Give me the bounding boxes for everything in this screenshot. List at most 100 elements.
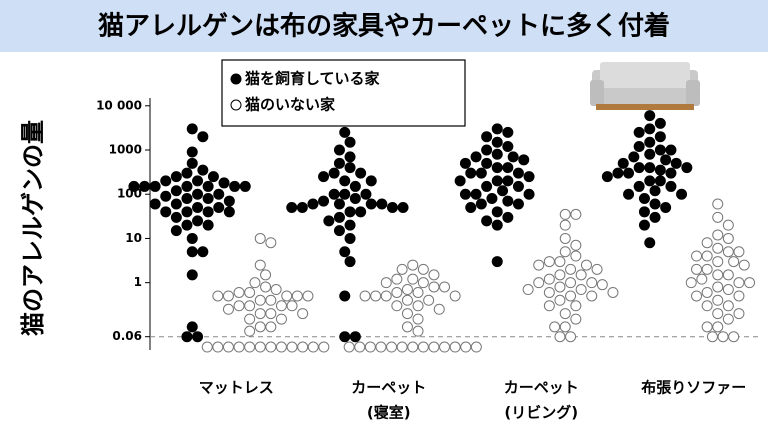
data-point xyxy=(355,167,367,179)
data-point xyxy=(475,198,487,210)
data-point xyxy=(681,162,693,174)
data-point xyxy=(512,198,524,210)
data-point xyxy=(354,341,366,353)
data-point xyxy=(586,290,598,302)
data-point xyxy=(391,273,403,285)
data-point xyxy=(192,175,204,187)
data-point xyxy=(139,180,151,192)
data-point xyxy=(249,277,261,289)
data-point xyxy=(654,131,666,143)
data-point xyxy=(712,269,724,281)
legend-marker xyxy=(230,99,242,111)
data-point xyxy=(355,206,367,218)
data-point xyxy=(733,277,745,289)
data-point xyxy=(565,290,577,302)
data-point xyxy=(197,164,209,176)
data-point xyxy=(344,136,356,148)
data-point xyxy=(649,211,661,223)
data-point xyxy=(365,198,377,210)
data-point xyxy=(607,286,619,298)
data-point xyxy=(244,286,256,298)
title-banner xyxy=(0,0,768,52)
data-point xyxy=(170,211,182,223)
data-point xyxy=(197,131,209,143)
data-point xyxy=(275,300,287,312)
data-point xyxy=(570,250,582,262)
data-point xyxy=(691,263,703,275)
data-point xyxy=(360,188,372,200)
data-point xyxy=(712,242,724,254)
y-tick-label: 0.06 xyxy=(112,329,142,343)
data-point xyxy=(518,154,530,166)
data-point xyxy=(512,167,524,179)
data-point xyxy=(491,123,503,135)
data-point xyxy=(233,341,245,353)
data-point xyxy=(260,269,272,281)
data-point xyxy=(470,151,482,163)
data-point xyxy=(502,175,514,187)
chart-title: 猫アレルゲンは布の家具やカーペットに多く付着 xyxy=(98,11,670,42)
data-point xyxy=(197,246,209,258)
data-point xyxy=(359,290,371,302)
data-point xyxy=(706,331,718,343)
data-point xyxy=(412,300,424,312)
data-point xyxy=(486,193,498,205)
data-point xyxy=(260,281,272,293)
data-point xyxy=(376,198,388,210)
data-point xyxy=(559,208,571,220)
data-point xyxy=(644,136,656,148)
data-point xyxy=(233,300,245,312)
data-point xyxy=(417,277,429,289)
data-point xyxy=(543,300,555,312)
data-point xyxy=(254,308,266,320)
data-point xyxy=(497,185,509,197)
data-point xyxy=(522,284,534,296)
data-point xyxy=(644,148,656,160)
data-point xyxy=(502,162,514,174)
data-point xyxy=(502,126,514,138)
data-point xyxy=(218,177,230,189)
data-point xyxy=(685,277,697,289)
data-point xyxy=(439,281,451,293)
data-point xyxy=(554,269,566,281)
data-point xyxy=(265,321,277,333)
data-point xyxy=(691,290,703,302)
data-point xyxy=(481,215,493,227)
y-tick-label: 1 xyxy=(134,275,142,289)
data-point xyxy=(712,294,724,306)
data-point xyxy=(202,193,214,205)
x-tick-label: カーペット xyxy=(351,379,426,397)
data-point xyxy=(523,171,535,183)
data-point xyxy=(649,198,661,210)
data-point xyxy=(412,325,424,337)
data-point xyxy=(302,290,314,302)
data-point xyxy=(281,290,293,302)
data-point xyxy=(722,232,734,244)
data-point xyxy=(722,269,734,281)
data-point xyxy=(386,202,398,214)
data-point xyxy=(423,294,435,306)
legend-label: 猫のいない家 xyxy=(245,96,335,114)
data-point xyxy=(181,193,193,205)
x-tick-label: マットレス xyxy=(199,379,274,397)
data-point xyxy=(633,180,645,192)
data-point xyxy=(229,180,241,192)
data-point xyxy=(222,303,234,315)
data-point xyxy=(502,195,514,207)
data-point xyxy=(533,277,545,289)
data-point xyxy=(244,300,256,312)
data-point xyxy=(181,331,193,343)
data-point xyxy=(213,188,225,200)
data-point xyxy=(491,175,503,187)
data-point xyxy=(633,141,645,153)
data-point xyxy=(696,273,708,285)
data-point xyxy=(554,256,566,268)
data-point xyxy=(328,167,340,179)
data-point xyxy=(222,290,234,302)
data-point xyxy=(722,313,734,325)
data-point xyxy=(212,341,224,353)
data-point xyxy=(170,198,182,210)
data-point xyxy=(701,286,713,298)
data-point xyxy=(586,277,598,289)
data-point xyxy=(733,290,745,302)
